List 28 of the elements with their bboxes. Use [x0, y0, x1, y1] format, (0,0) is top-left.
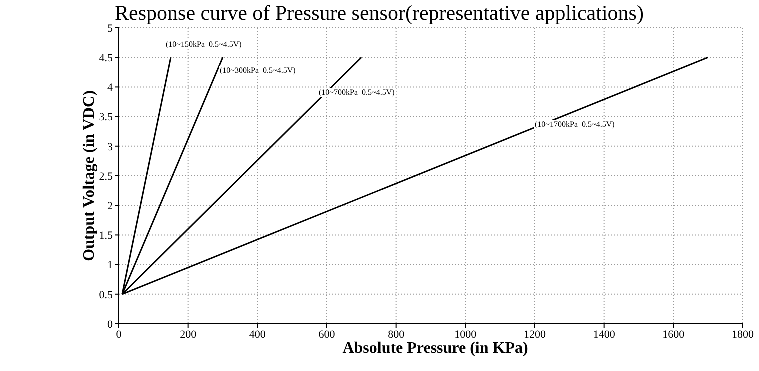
x-tick-label: 1400 [593, 328, 616, 341]
x-tick-label: 600 [318, 328, 336, 341]
x-tick-label: 800 [388, 328, 406, 341]
x-tick-label: 400 [249, 328, 266, 341]
y-tick-label: 1.5 [99, 230, 114, 242]
x-tick-label: 1000 [454, 328, 478, 341]
y-tick-label: 3 [108, 141, 114, 154]
x-tick-label: 1600 [662, 328, 686, 341]
annotation: (10~150kPa 0.5~4.5V) [165, 40, 243, 49]
x-tick-label: 200 [180, 328, 198, 341]
y-tick-label: 5 [108, 22, 114, 35]
annotation: (10~700kPa 0.5~4.5V) [318, 88, 396, 97]
y-tick-label: 2.5 [99, 170, 114, 183]
x-tick-label: 1800 [732, 328, 754, 341]
y-tick-label: 4 [108, 82, 114, 94]
y-axis-title: Output Voltage (in VDC) [81, 90, 99, 262]
y-tick-label: 1 [108, 260, 113, 272]
y-tick-label: 3.5 [99, 112, 114, 124]
y-tick-label: 4.5 [99, 52, 114, 65]
annotation: (10~1700kPa 0.5~4.5V) [534, 120, 616, 129]
y-tick-label: 0.5 [99, 289, 114, 302]
chart-title: Response curve of Pressure sensor(representative applications) [115, 1, 644, 25]
y-tick-label: 2 [108, 200, 113, 213]
annotation: (10~300kPa 0.5~4.5V) [219, 66, 297, 75]
x-tick-label: 0 [116, 328, 122, 341]
x-tick-label: 1200 [524, 328, 546, 341]
y-tick-label: 0 [108, 318, 114, 331]
x-axis-title: Absolute Pressure (in KPa) [342, 340, 530, 358]
